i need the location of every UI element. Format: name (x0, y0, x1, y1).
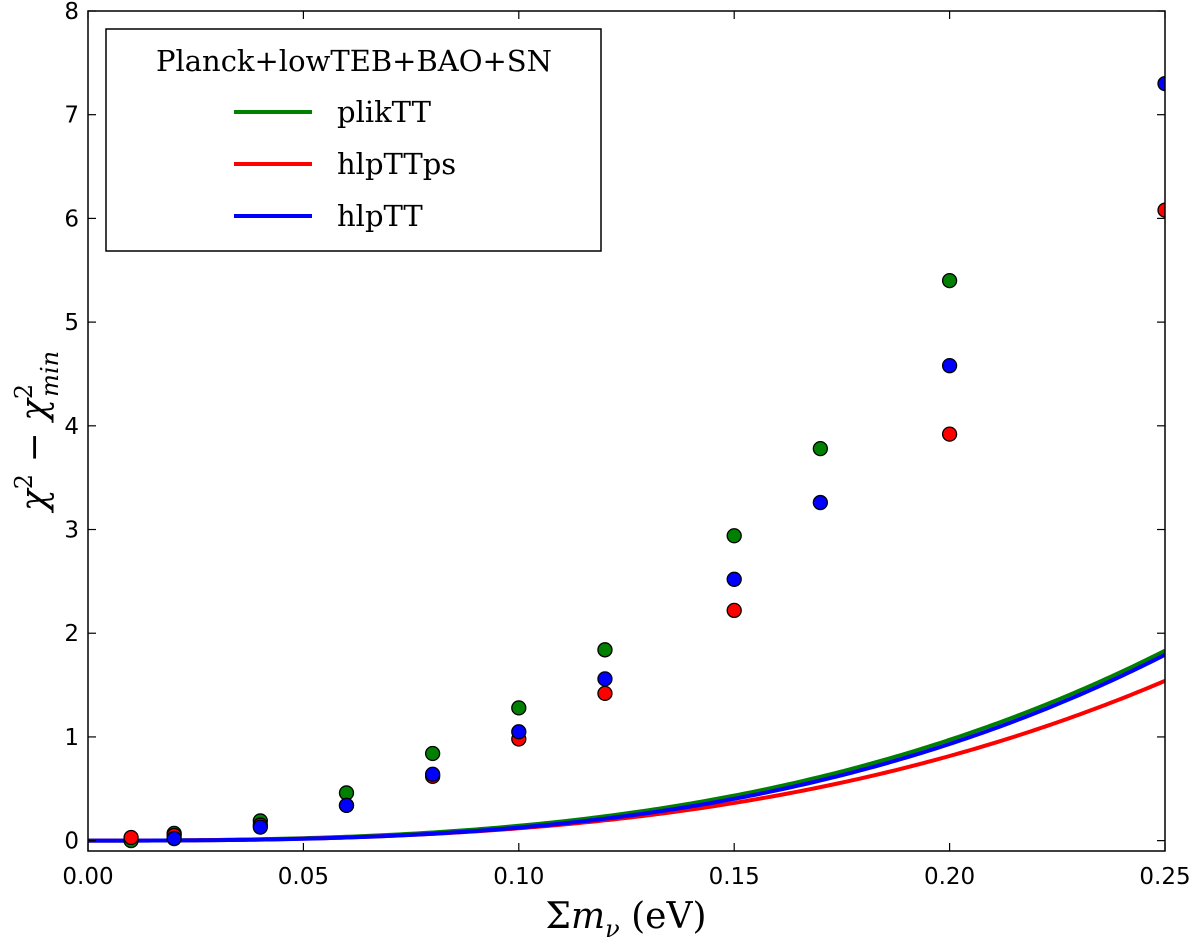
x-tick-label: 0.10 (493, 864, 544, 890)
legend-label-hlpTT: hlpTT (337, 199, 423, 233)
legend-title: Planck+lowTEB+BAO+SN (156, 44, 552, 78)
y-axis-label: χ2 − χ2min (10, 351, 64, 514)
data-point-hlpTT (511, 724, 527, 740)
series-line-hlpTT (88, 652, 1165, 843)
x-tick-label: 0.20 (924, 864, 975, 890)
data-point-plikTT (812, 440, 829, 457)
y-tick-label: 4 (64, 414, 79, 440)
data-point-hlpTT (252, 819, 268, 835)
data-point-plikTT (941, 272, 958, 289)
legend: Planck+lowTEB+BAO+SN plikTT hlpTTps hlpTT (105, 28, 602, 252)
data-point-hlpTT (1157, 75, 1165, 92)
data-point-hlpTTps (123, 829, 139, 846)
y-tick-label: 7 (64, 103, 79, 129)
y-tick-label: 0 (64, 829, 79, 855)
x-tick-label: 0.05 (278, 864, 329, 890)
data-point-hlpTT (424, 766, 441, 782)
y-tick-label: 8 (64, 0, 79, 25)
data-point-hlpTT (726, 571, 742, 587)
x-tick-label: 0.00 (62, 864, 113, 890)
data-point-plikTT (424, 745, 441, 762)
legend-label-hlpTTps: hlpTTps (337, 147, 456, 181)
y-tick-label: 2 (64, 621, 79, 647)
data-point-hlpTTps (1157, 202, 1165, 218)
y-tick-label: 3 (64, 518, 79, 544)
legend-label-plikTT: plikTT (337, 95, 432, 129)
data-point-hlpTT (338, 797, 355, 814)
y-tick-label: 1 (64, 725, 79, 751)
data-point-hlpTT (812, 494, 829, 511)
data-point-plikTT (597, 642, 613, 658)
y-tick-label: 6 (64, 206, 79, 232)
plot-frame (87, 10, 1166, 852)
data-point-hlpTTps (726, 602, 742, 619)
x-axis-label: Σmν (eV) (545, 896, 706, 941)
data-point-hlpTT (597, 671, 613, 687)
legend-box (105, 28, 602, 252)
data-point-hlpTTps (597, 685, 613, 702)
x-tick-label: 0.15 (709, 864, 760, 890)
data-point-hlpTTps (941, 426, 958, 442)
y-tick-label: 5 (64, 310, 79, 336)
data-point-plikTT (511, 700, 527, 716)
data-point-plikTT (726, 528, 742, 544)
data-point-hlpTT (166, 830, 182, 847)
data-point-hlpTT (941, 358, 958, 374)
x-tick-label: 0.25 (1139, 864, 1190, 890)
